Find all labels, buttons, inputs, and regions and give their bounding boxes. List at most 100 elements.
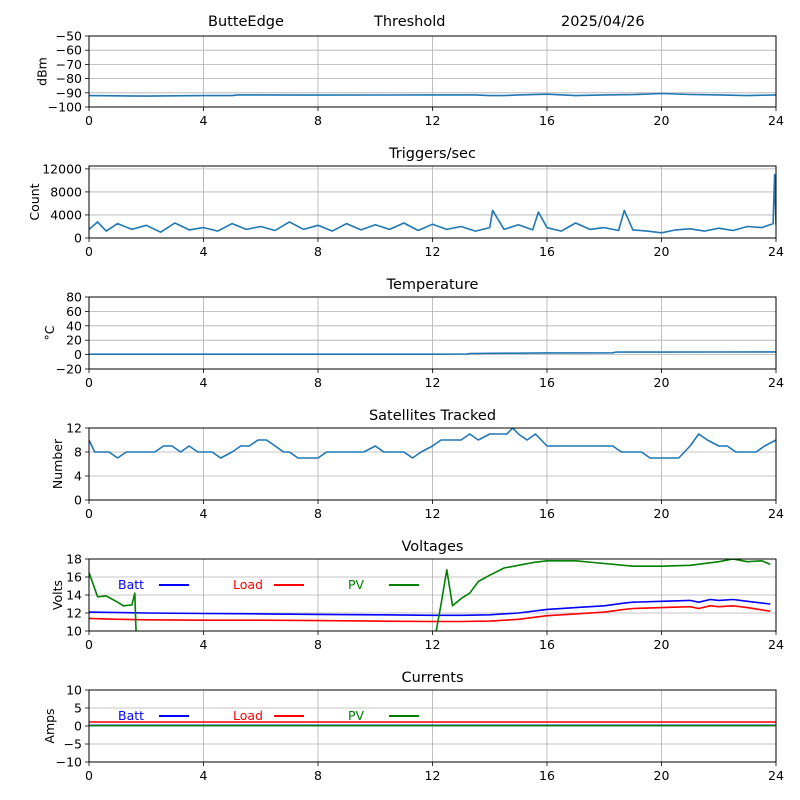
legend-label-batt: Batt [118, 577, 144, 592]
header-mode: Threshold [373, 14, 445, 30]
y-axis-label: Number [50, 438, 65, 489]
y-tick-label: 80 [66, 290, 82, 305]
series-line-batt [89, 598, 771, 617]
x-tick-label: 8 [314, 375, 322, 390]
x-tick-label: 0 [85, 113, 93, 128]
legend-label-pv: PV [348, 708, 365, 723]
y-axis-label: Volts [50, 580, 65, 610]
y-tick-label: 8000 [50, 184, 82, 199]
x-tick-label: 8 [314, 113, 322, 128]
y-axis-label: Count [27, 183, 42, 220]
x-tick-label: 20 [654, 768, 670, 783]
series-line [89, 173, 776, 234]
x-tick-label: 8 [314, 637, 322, 652]
x-tick-label: 0 [85, 506, 93, 521]
header-site: ButteEdge [208, 14, 284, 30]
y-tick-label: −70 [56, 57, 82, 72]
x-tick-label: 4 [200, 768, 208, 783]
x-tick-label: 24 [768, 244, 784, 259]
x-tick-label: 4 [200, 244, 208, 259]
y-tick-label: 10 [66, 683, 82, 698]
y-tick-label: 60 [66, 304, 82, 319]
y-tick-label: −80 [56, 71, 82, 86]
y-tick-label: 10 [66, 624, 82, 639]
y-tick-label: −100 [48, 100, 82, 115]
header-date: 2025/04/26 [561, 14, 645, 30]
x-tick-label: 8 [314, 768, 322, 783]
y-tick-label: 12000 [42, 161, 82, 176]
x-tick-label: 4 [200, 506, 208, 521]
y-tick-label: 20 [66, 333, 82, 348]
chart-panel-6: 0 4 8 12 16 20 24 −10 −5 0 5 10 Amps Currents Batt Load… [42, 670, 784, 783]
x-tick-label: 24 [768, 375, 784, 390]
x-tick-label: 12 [425, 637, 441, 652]
y-tick-label: 0 [74, 347, 82, 362]
x-tick-label: 20 [654, 506, 670, 521]
x-tick-label: 0 [85, 375, 93, 390]
y-tick-label: 12 [66, 421, 82, 436]
y-tick-label: 18 [66, 552, 82, 567]
chart-panel-1: 0 4 8 12 16 20 24 −100−90−80−70−60−50 dBm [35, 29, 784, 129]
x-tick-label: 16 [539, 113, 555, 128]
series-line-load [89, 604, 771, 623]
x-tick-label: 4 [200, 113, 208, 128]
chart-title: Currents [401, 670, 463, 686]
x-tick-label: 16 [539, 506, 555, 521]
series-line [89, 92, 776, 97]
y-axis-label: °C [42, 325, 57, 340]
chart-title: Temperature [386, 277, 479, 293]
x-tick-label: 0 [85, 637, 93, 652]
y-tick-label: 12 [66, 606, 82, 621]
y-tick-label: −10 [56, 755, 82, 770]
x-tick-label: 12 [425, 375, 441, 390]
x-tick-label: 0 [85, 244, 93, 259]
x-tick-label: 8 [314, 506, 322, 521]
y-tick-label: 40 [66, 318, 82, 333]
legend: Batt Load PV [118, 708, 419, 723]
x-tick-label: 4 [200, 375, 208, 390]
y-tick-label: −90 [56, 85, 82, 100]
legend: Batt Load PV [118, 577, 419, 592]
x-tick-label: 16 [539, 375, 555, 390]
y-tick-label: −20 [56, 362, 82, 377]
y-axis-label: dBm [35, 57, 50, 86]
y-tick-label: 16 [66, 570, 82, 585]
x-tick-label: 16 [539, 637, 555, 652]
x-tick-label: 12 [425, 113, 441, 128]
y-tick-label: 5 [74, 701, 82, 716]
y-tick-label: −50 [56, 29, 82, 44]
y-tick-label: 0 [74, 493, 82, 508]
legend-label-pv: PV [348, 577, 365, 592]
x-tick-label: 12 [425, 506, 441, 521]
series-line-pv [89, 559, 771, 631]
y-axis-label: Amps [42, 708, 57, 743]
y-tick-label: −5 [64, 737, 82, 752]
x-tick-label: 20 [654, 637, 670, 652]
legend-label-batt: Batt [118, 708, 144, 723]
x-tick-label: 24 [768, 506, 784, 521]
y-tick-label: −60 [56, 43, 82, 58]
x-tick-label: 16 [539, 244, 555, 259]
figure-header: ButteEdge Threshold 2025/04/26 [208, 14, 645, 30]
y-tick-label: 0 [74, 231, 82, 246]
x-tick-label: 24 [768, 637, 784, 652]
legend-label-load: Load [233, 577, 263, 592]
y-tick-label: 4 [74, 469, 82, 484]
x-tick-label: 12 [425, 244, 441, 259]
x-tick-label: 20 [654, 113, 670, 128]
x-tick-label: 12 [425, 768, 441, 783]
chart-title: Satellites Tracked [369, 408, 496, 424]
legend-label-load: Load [233, 708, 263, 723]
series-line [89, 428, 776, 459]
x-tick-label: 16 [539, 768, 555, 783]
x-tick-label: 4 [200, 637, 208, 652]
x-tick-label: 24 [768, 113, 784, 128]
y-tick-label: 8 [74, 445, 82, 460]
x-tick-label: 20 [654, 244, 670, 259]
chart-title: Triggers/sec [388, 146, 476, 162]
x-tick-label: 8 [314, 244, 322, 259]
